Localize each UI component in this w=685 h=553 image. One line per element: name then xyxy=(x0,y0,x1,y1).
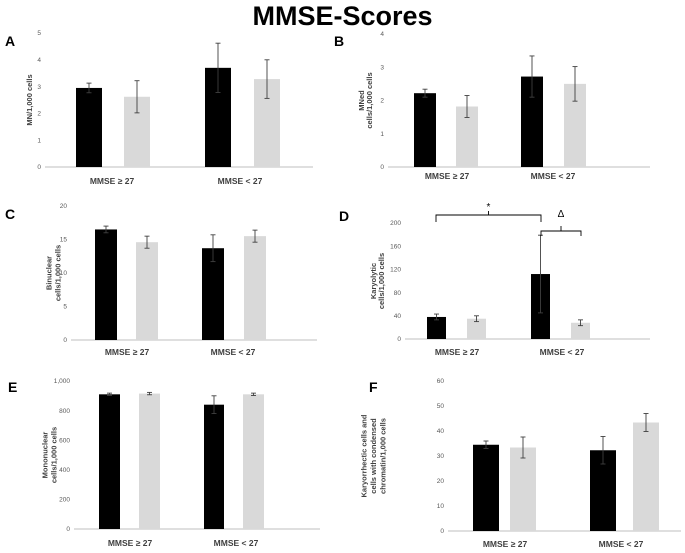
y-tick-label-d: 160 xyxy=(390,243,401,250)
y-tick-label-f: 0 xyxy=(440,528,444,535)
y-axis-label-f: Karyorrhectic cells and xyxy=(359,414,368,497)
panel-label-c: C xyxy=(5,206,15,222)
y-tick-label-c: 10 xyxy=(60,270,68,277)
panel-label-e: E xyxy=(8,379,17,395)
bar-e-gray-0 xyxy=(139,393,160,529)
category-label-e: MMSE < 27 xyxy=(214,538,259,548)
y-axis-label-b: cells/1,000 cells xyxy=(365,72,374,128)
y-tick-label-f: 30 xyxy=(437,453,445,460)
bar-b-gray-0 xyxy=(456,106,478,167)
significance-bracket-star xyxy=(435,214,542,222)
category-label-e: MMSE ≥ 27 xyxy=(108,538,153,548)
y-tick-label-c: 5 xyxy=(63,304,67,311)
y-tick-label-e: 800 xyxy=(59,408,70,415)
y-axis-label-b: MNed xyxy=(357,90,366,111)
y-tick-label-a: 1 xyxy=(37,137,41,144)
bar-d-gray-0 xyxy=(467,318,486,339)
bar-c-black-1 xyxy=(202,248,224,340)
y-tick-label-a: 2 xyxy=(37,111,41,118)
significance-bracket-delta xyxy=(540,230,582,236)
y-tick-label-c: 15 xyxy=(60,237,68,244)
y-tick-label-c: 0 xyxy=(63,337,67,344)
y-axis-label-e: Mononuclear xyxy=(40,432,49,479)
bar-d-black-0 xyxy=(427,316,446,339)
panel-label-b: B xyxy=(334,33,344,49)
panel-label-a: A xyxy=(5,33,15,49)
significance-star-label: * xyxy=(487,202,491,213)
bar-e-black-1 xyxy=(204,404,224,529)
y-tick-label-e: 600 xyxy=(59,437,70,444)
y-tick-label-f: 40 xyxy=(437,428,445,435)
y-tick-label-e: 400 xyxy=(59,467,70,474)
panel-label-d: D xyxy=(339,208,349,224)
y-tick-label-d: 200 xyxy=(390,220,401,227)
bar-c-gray-1 xyxy=(244,236,266,340)
y-tick-label-e: 1,000 xyxy=(54,378,71,385)
category-label-c: MMSE < 27 xyxy=(211,347,256,357)
panel-label-f: F xyxy=(369,379,378,395)
y-tick-label-b: 4 xyxy=(380,31,384,38)
y-tick-label-e: 0 xyxy=(66,526,70,533)
category-label-d: MMSE < 27 xyxy=(540,347,585,357)
category-label-d: MMSE ≥ 27 xyxy=(435,347,480,357)
bar-b-black-0 xyxy=(414,93,436,167)
y-tick-label-a: 0 xyxy=(37,164,41,171)
y-tick-label-f: 10 xyxy=(437,503,445,510)
y-tick-label-b: 3 xyxy=(380,64,384,71)
y-tick-label-f: 50 xyxy=(437,403,445,410)
bar-f-gray-1 xyxy=(633,422,659,531)
y-tick-label-a: 3 xyxy=(37,84,41,91)
category-label-b: MMSE ≥ 27 xyxy=(425,171,470,181)
y-tick-label-c: 20 xyxy=(60,203,68,210)
bar-f-gray-0 xyxy=(510,447,536,531)
bar-c-gray-0 xyxy=(136,242,158,340)
y-axis-label-f: chromatin/1,000 cells xyxy=(379,418,388,494)
category-label-c: MMSE ≥ 27 xyxy=(105,347,150,357)
y-tick-label-d: 40 xyxy=(394,313,402,320)
y-tick-label-a: 4 xyxy=(37,57,41,64)
category-label-a: MMSE ≥ 27 xyxy=(90,176,135,186)
y-axis-label-e: cells/1,000 cells xyxy=(49,427,58,483)
category-label-f: MMSE ≥ 27 xyxy=(483,539,528,549)
bar-e-gray-1 xyxy=(243,394,264,529)
y-tick-label-f: 60 xyxy=(437,378,445,385)
significance-delta-label: Δ xyxy=(558,209,565,220)
y-tick-label-f: 20 xyxy=(437,478,445,485)
y-axis-label-c: cells/1,000 cells xyxy=(53,245,62,301)
category-label-b: MMSE < 27 xyxy=(531,171,576,181)
y-axis-label-f: cells with condensed xyxy=(369,418,378,494)
category-label-a: MMSE < 27 xyxy=(218,176,263,186)
bar-d-gray-1 xyxy=(571,322,590,339)
category-label-f: MMSE < 27 xyxy=(599,539,644,549)
bar-b-black-1 xyxy=(521,76,543,167)
y-tick-label-b: 0 xyxy=(380,164,384,171)
figure-title: MMSE-Scores xyxy=(252,1,433,31)
y-tick-label-d: 120 xyxy=(390,267,401,274)
y-tick-label-b: 1 xyxy=(380,131,384,138)
y-axis-label-a: MN/1,000 cells xyxy=(25,74,34,125)
bar-c-black-0 xyxy=(95,229,117,340)
y-tick-label-b: 2 xyxy=(380,98,384,105)
y-tick-label-e: 200 xyxy=(59,497,70,504)
bar-b-gray-1 xyxy=(564,83,586,167)
bar-a-black-0 xyxy=(76,87,102,167)
y-axis-label-c: Binuclear xyxy=(44,256,53,290)
y-tick-label-d: 80 xyxy=(394,290,402,297)
y-axis-label-d: Karyolytic xyxy=(369,263,378,299)
y-axis-label-d: cells/1,000 cells xyxy=(377,253,386,309)
y-tick-label-d: 0 xyxy=(397,336,401,343)
bar-f-black-0 xyxy=(473,444,499,531)
bar-e-black-0 xyxy=(99,394,120,529)
y-tick-label-a: 5 xyxy=(37,30,41,37)
